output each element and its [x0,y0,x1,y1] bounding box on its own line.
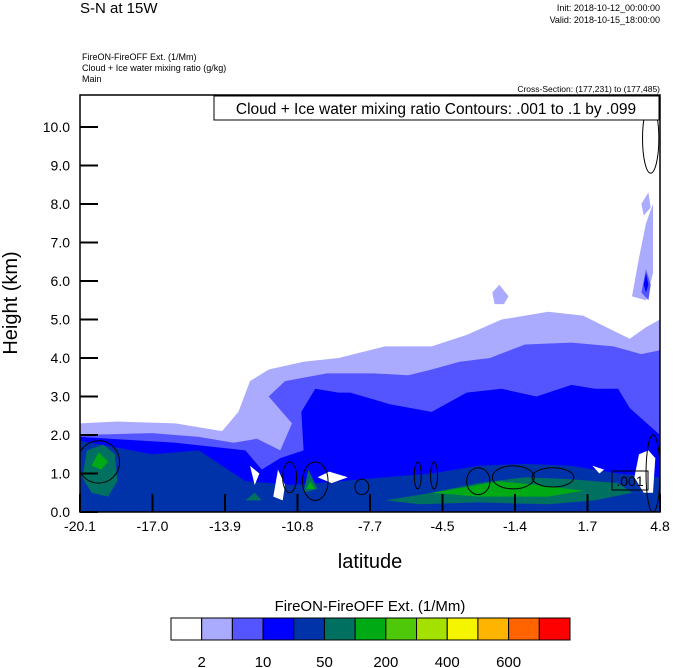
cross-section-label: Cross-Section: (177,231) to (177,485) [517,84,660,94]
init-time: Init: 2018-10-12_00:00:00 [557,3,660,13]
contour-label: .001 [616,473,643,489]
y-tick-label: 3.0 [51,388,71,404]
x-tick-label: -13.9 [209,518,241,534]
field-line-3: Main [82,74,102,84]
y-tick-label: 10.0 [43,119,70,135]
x-tick-label: -4.5 [430,518,454,534]
colorbar-box [416,617,448,641]
contour-fill-level-5 [82,444,118,497]
contour-fill-level-6 [305,481,316,489]
colorbar-box [231,617,264,641]
cloud-ice-contour-line [531,467,575,488]
contour-info-box [213,95,660,121]
x-tick-label: 4.8 [650,518,670,534]
cloud-ice-contour-line [80,440,121,484]
y-tick-label: 0.0 [51,504,71,520]
contour-fill-level-0 [317,471,348,484]
field-line-2: Cloud + Ice water mixing ratio (g/kg) [82,63,226,73]
cloud-ice-contour-line [282,461,298,494]
colorbar-label: 400 [435,654,460,668]
contour-fill-level-1 [641,192,651,216]
cloud-ice-contour-line [354,478,370,496]
colorbar-box [323,617,356,641]
colorbar-box [262,617,295,641]
colorbar-box [170,617,203,641]
plot-frame [79,94,661,513]
contour-fill-level-3 [643,273,649,293]
filled-contours [80,192,660,512]
colorbar-box [201,617,233,641]
field-line-1: FireON-FireOFF Ext. (1/Mm) [82,52,197,62]
contour-fill-level-5 [245,492,262,501]
cloud-ice-contour-line [430,461,439,490]
plot-title: S-N at 15W [80,0,158,17]
contour-fill-level-0 [273,469,285,501]
colorbar-label: 600 [496,654,521,668]
colorbar-label: 200 [373,654,398,668]
colorbar-box [446,617,479,641]
x-tick-label: -1.4 [503,518,527,534]
contour-fill-level-0 [634,450,656,493]
colorbar-box [538,617,571,641]
colorbar-title: FireON-FireOFF Ext. (1/Mm) [275,598,466,615]
y-tick-label: 8.0 [51,196,71,212]
colorbar-box [354,617,387,641]
y-axis-label: Height (km) [0,251,22,354]
cloud-ice-contour-line [491,465,535,490]
contour-info: Cloud + Ice water mixing ratio Contours:… [236,101,636,118]
contour-fill-level-5 [303,469,318,493]
y-tick-label: 2.0 [51,427,71,443]
cloud-ice-contour-line [301,461,329,501]
colorbar-box [508,617,540,641]
colorbar-label: 2 [198,654,206,668]
contour-label-box [611,470,649,491]
y-tick-label: 7.0 [51,234,71,250]
y-tick-label: 9.0 [51,157,71,173]
colorbar-box [293,617,325,641]
x-tick-label: -17.0 [137,518,169,534]
colorbar-label: 10 [255,654,272,668]
y-tick-label: 1.0 [51,465,71,481]
contour-fill-level-1 [492,284,509,305]
x-tick-label: -10.8 [282,518,314,534]
contour-fill-level-0 [250,465,260,485]
colorbar: 2 10 50 200 400 600 [170,617,571,668]
contour-fill-level-6 [91,452,108,470]
cloud-ice-contour-line [466,467,491,496]
y-tick-label: 5.0 [51,311,71,327]
valid-time: Valid: 2018-10-15_18:00:00 [550,15,660,25]
x-axis-label: latitude [338,551,403,573]
x-tick-label: -20.1 [64,518,96,534]
contour-fill-level-0 [592,465,605,474]
colorbar-label: 50 [316,654,333,668]
x-tick-label: -7.7 [358,518,382,534]
y-tick-label: 6.0 [51,273,71,289]
colorbar-box [385,617,418,641]
colorbar-box [477,617,510,641]
y-tick-label: 4.0 [51,350,71,366]
x-tick-label: 1.7 [578,518,598,534]
cloud-ice-contour-line [413,461,422,490]
